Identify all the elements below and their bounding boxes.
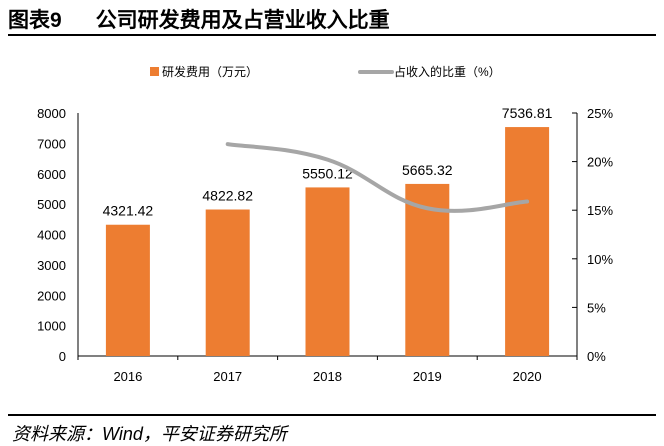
- x-tick-label: 2019: [413, 369, 442, 384]
- x-tick-label: 2017: [213, 369, 242, 384]
- left-tick-label: 1000: [37, 319, 66, 334]
- x-tick-label: 2018: [313, 369, 342, 384]
- left-tick-label: 7000: [37, 136, 66, 151]
- left-tick-label: 3000: [37, 258, 66, 273]
- bar-data-label: 5550.12: [302, 165, 353, 181]
- left-tick-label: 0: [59, 349, 66, 364]
- bar-2017: [205, 209, 250, 356]
- figure-title: 公司研发费用及占营业收入比重: [95, 9, 390, 32]
- right-tick-label: 20%: [587, 155, 613, 170]
- figure-number: 图表9: [8, 9, 62, 32]
- bar-2016: [105, 224, 150, 356]
- source-note: 资料来源：Wind，平安证券研究所: [12, 424, 287, 444]
- bar-2019: [405, 183, 450, 356]
- bar-data-label: 5665.32: [402, 162, 453, 178]
- bar-data-label: 4822.82: [202, 188, 253, 204]
- legend-line-label: 占收入的比重（%）: [394, 64, 501, 79]
- right-tick-label: 10%: [587, 252, 613, 267]
- left-tick-label: 4000: [37, 228, 66, 243]
- footer-rule: [8, 414, 656, 416]
- left-tick-label: 6000: [37, 167, 66, 182]
- bar-2020: [505, 127, 550, 356]
- left-tick-label: 2000: [37, 288, 66, 303]
- legend-bar-swatch: [150, 67, 159, 76]
- title-rule: [8, 34, 656, 36]
- bar-data-label: 4321.42: [103, 203, 154, 219]
- right-tick-label: 5%: [587, 300, 606, 315]
- right-tick-label: 15%: [587, 203, 613, 218]
- legend-bar-label: 研发费用（万元）: [162, 64, 258, 79]
- right-tick-label: 25%: [587, 106, 613, 121]
- x-tick-label: 2020: [513, 369, 542, 384]
- chart-title: 图表9 公司研发费用及占营业收入比重: [8, 4, 390, 34]
- bar-data-label: 7536.81: [502, 105, 553, 121]
- left-tick-label: 5000: [37, 197, 66, 212]
- bar-2018: [305, 187, 350, 356]
- right-tick-label: 0%: [587, 349, 606, 364]
- ratio-line: [225, 142, 530, 213]
- x-tick-label: 2016: [113, 369, 142, 384]
- left-tick-label: 8000: [37, 106, 66, 121]
